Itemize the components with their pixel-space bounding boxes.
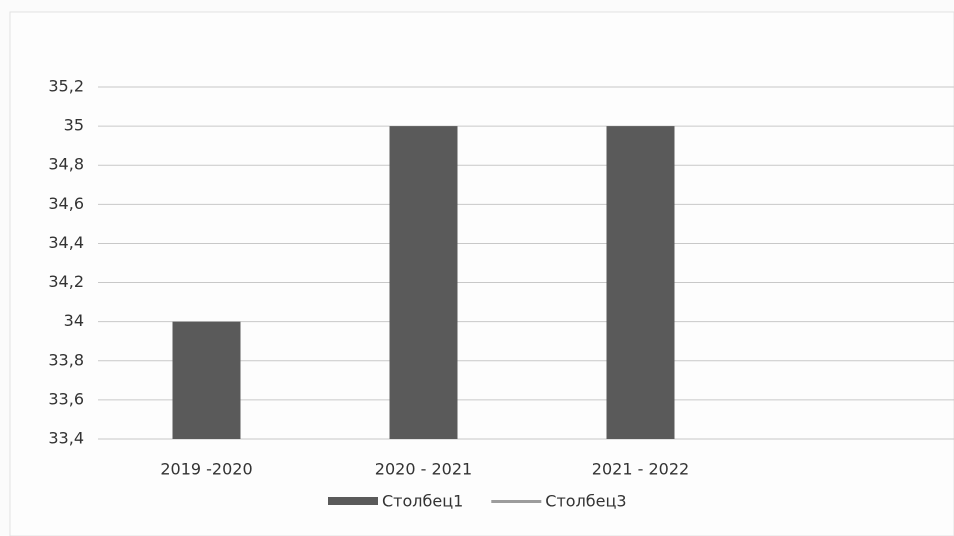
y-tick-label: 35 (64, 116, 84, 135)
y-tick-label: 34 (64, 311, 84, 330)
x-tick-label: 2021 - 2022 (592, 460, 689, 479)
bar (606, 126, 675, 439)
y-tick-label: 34,4 (48, 233, 84, 252)
y-tick-label: 34,6 (48, 194, 84, 213)
legend-label: Столбец3 (545, 492, 626, 511)
y-tick-label: 34,2 (48, 272, 84, 291)
legend-label: Столбец1 (382, 492, 463, 511)
x-tick-label: 2020 - 2021 (375, 460, 472, 479)
y-tick-label: 35,2 (48, 77, 84, 96)
legend-swatch (491, 500, 542, 503)
y-tick-label: 33,4 (48, 429, 84, 448)
legend-swatch (328, 497, 378, 505)
chart-frame (9, 11, 954, 536)
x-tick-label: 2019 -2020 (160, 460, 252, 479)
y-tick-label: 33,8 (48, 350, 84, 369)
bar (389, 126, 458, 439)
y-tick-label: 33,6 (48, 389, 84, 408)
bar (172, 321, 241, 439)
y-tick-label: 34,8 (48, 155, 84, 174)
